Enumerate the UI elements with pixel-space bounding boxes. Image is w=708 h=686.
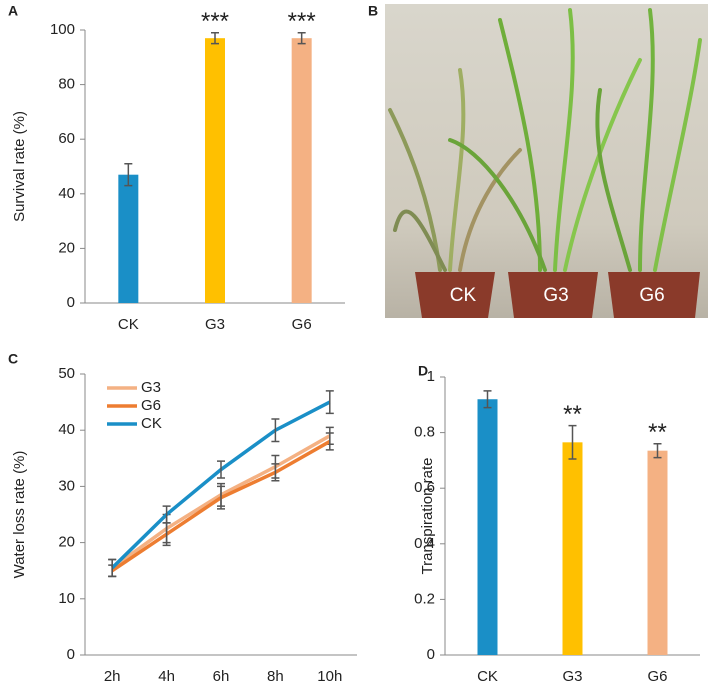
error-bar: [108, 558, 117, 578]
significance: ***: [201, 8, 229, 35]
x-tick-label: G6: [647, 668, 667, 685]
error-bar: [162, 505, 171, 524]
y-tick-label: 100: [50, 21, 75, 38]
pot: [608, 272, 700, 318]
bar: [647, 450, 668, 655]
legend-label: CK: [141, 415, 162, 432]
bar: [477, 399, 498, 655]
y-tick-label: 1: [427, 368, 435, 385]
x-tick-label: G3: [562, 668, 582, 685]
panel-label: D: [418, 363, 428, 379]
error-bar: [211, 31, 219, 45]
y-tick-label: 20: [58, 239, 75, 256]
y-axis-label: Transpiration rate: [419, 458, 436, 575]
y-tick-label: 0: [67, 646, 75, 663]
x-tick-label: 10h: [317, 668, 342, 685]
bar: [205, 38, 225, 303]
significance: ***: [288, 8, 316, 35]
y-tick-label: 0: [67, 294, 75, 311]
y-axis-label: Water loss rate (%): [11, 451, 28, 579]
x-tick-label: G6: [292, 316, 312, 333]
error-bar: [217, 485, 225, 510]
panel-label: C: [8, 351, 18, 367]
panel-label: B: [368, 3, 378, 19]
error-bar: [653, 442, 662, 459]
y-axis-label: Survival rate (%): [11, 111, 28, 222]
significance: **: [648, 419, 667, 446]
error-bar: [271, 463, 280, 482]
error-bar: [325, 390, 334, 415]
y-tick-label: 40: [58, 185, 75, 202]
y-tick-label: 0: [427, 646, 435, 663]
error-bar: [568, 424, 577, 460]
error-bar: [325, 432, 334, 451]
error-bar: [217, 460, 225, 479]
y-tick-label: 10: [58, 590, 75, 607]
panel-label: A: [8, 3, 18, 19]
x-tick-label: 2h: [104, 668, 121, 685]
significance: **: [563, 401, 582, 428]
y-tick-label: 0.8: [414, 424, 435, 441]
pot: [508, 272, 598, 318]
y-tick-label: 50: [58, 365, 75, 382]
y-tick-label: 20: [58, 534, 75, 551]
y-tick-label: 40: [58, 421, 75, 438]
x-tick-label: 6h: [213, 668, 230, 685]
x-tick-label: 8h: [267, 668, 284, 685]
y-tick-label: 80: [58, 76, 75, 93]
plants: [388, 8, 702, 272]
y-tick-label: 0.6: [414, 479, 435, 496]
bar: [118, 174, 139, 303]
bar: [562, 442, 583, 655]
x-tick-label: CK: [118, 316, 139, 333]
legend-label: G3: [141, 379, 161, 396]
y-tick-label: 30: [58, 477, 75, 494]
bar: [291, 38, 312, 303]
photo: CK G3 G6: [385, 4, 708, 318]
photo-label: G6: [639, 285, 664, 306]
error-bar: [297, 31, 306, 45]
photo-label: G3: [543, 285, 568, 306]
photo-label: CK: [450, 285, 477, 306]
x-tick-label: CK: [477, 668, 498, 685]
x-tick-label: G3: [205, 316, 225, 333]
error-bar: [124, 163, 133, 187]
legend-label: G6: [141, 397, 161, 414]
pot: [415, 272, 495, 318]
y-tick-label: 0.2: [414, 590, 435, 607]
error-bar: [483, 390, 492, 409]
y-tick-label: 0.4: [414, 535, 435, 552]
y-tick-label: 60: [58, 130, 75, 147]
error-bar: [271, 418, 280, 443]
x-tick-label: 4h: [158, 668, 175, 685]
